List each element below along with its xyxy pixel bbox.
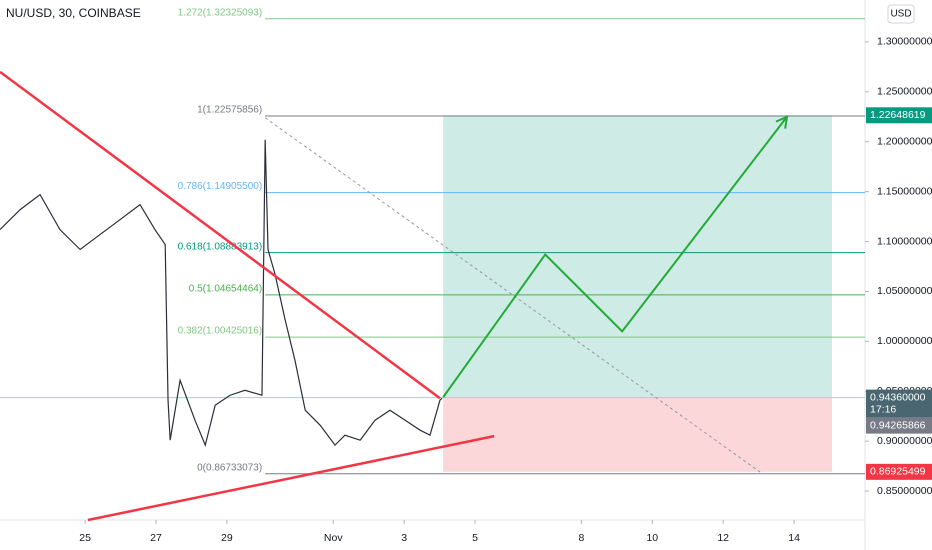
target-zone	[443, 115, 833, 398]
y-tick-label: 0.90000000	[877, 435, 932, 447]
x-tick-label: 8	[578, 532, 584, 544]
price-badge	[866, 463, 932, 480]
chart-title: NU/USD, 30, COINBASE	[6, 6, 141, 20]
trend-line	[87, 434, 495, 522]
price-badge-label: 1.22648619	[870, 109, 926, 121]
x-tick-label: Nov	[324, 532, 343, 544]
x-tick-label: 3	[401, 532, 407, 544]
x-tick-label: 14	[788, 532, 800, 544]
x-tick-label: 25	[79, 532, 91, 544]
x-tick-label: 29	[221, 532, 233, 544]
currency-button[interactable]	[887, 4, 915, 24]
fib-label: 0.618(1.08883913)	[178, 241, 263, 252]
stop-zone	[443, 397, 833, 472]
path-arrow	[442, 116, 788, 398]
x-tick-label: 27	[150, 532, 162, 544]
y-tick-label: 1.20000000	[877, 136, 932, 148]
arrow-head	[775, 115, 789, 129]
x-tick-label: 12	[717, 532, 729, 544]
y-tick-label: 1.05000000	[877, 285, 932, 297]
price-badge	[866, 417, 932, 434]
fib-label: 0.382(1.00425016)	[178, 326, 263, 337]
y-tick-label: 1.15000000	[877, 185, 932, 197]
fib-label: 1(1.22575856)	[197, 105, 262, 116]
y-tick-label: 0.85000000	[877, 485, 932, 497]
x-tick-label: 10	[646, 532, 658, 544]
price-line	[0, 139, 443, 448]
y-tick-label: 1.25000000	[877, 86, 932, 98]
y-tick-label: 1.10000000	[877, 235, 932, 247]
price-badge-label: 0.94360000	[870, 391, 926, 403]
price-badge	[866, 107, 932, 124]
price-badge-label: 0.94265866	[870, 419, 926, 431]
fib-label: 0.5(1.04654464)	[189, 284, 262, 295]
currency-label[interactable]: USD	[890, 9, 911, 20]
price-badge	[866, 389, 932, 418]
countdown-label: 17:16	[870, 403, 896, 415]
fib-label: 1.272(1.32325093)	[178, 7, 263, 18]
fib-label: 0(0.86733073)	[197, 462, 262, 473]
y-tick-label: 1.30000000	[877, 36, 932, 48]
y-tick-label: 1.00000000	[877, 335, 932, 347]
x-tick-label: 5	[472, 532, 478, 544]
price-badge-label: 0.86925499	[870, 466, 926, 478]
fib-label: 0.786(1.14905500)	[178, 181, 263, 192]
trend-line	[0, 70, 441, 400]
